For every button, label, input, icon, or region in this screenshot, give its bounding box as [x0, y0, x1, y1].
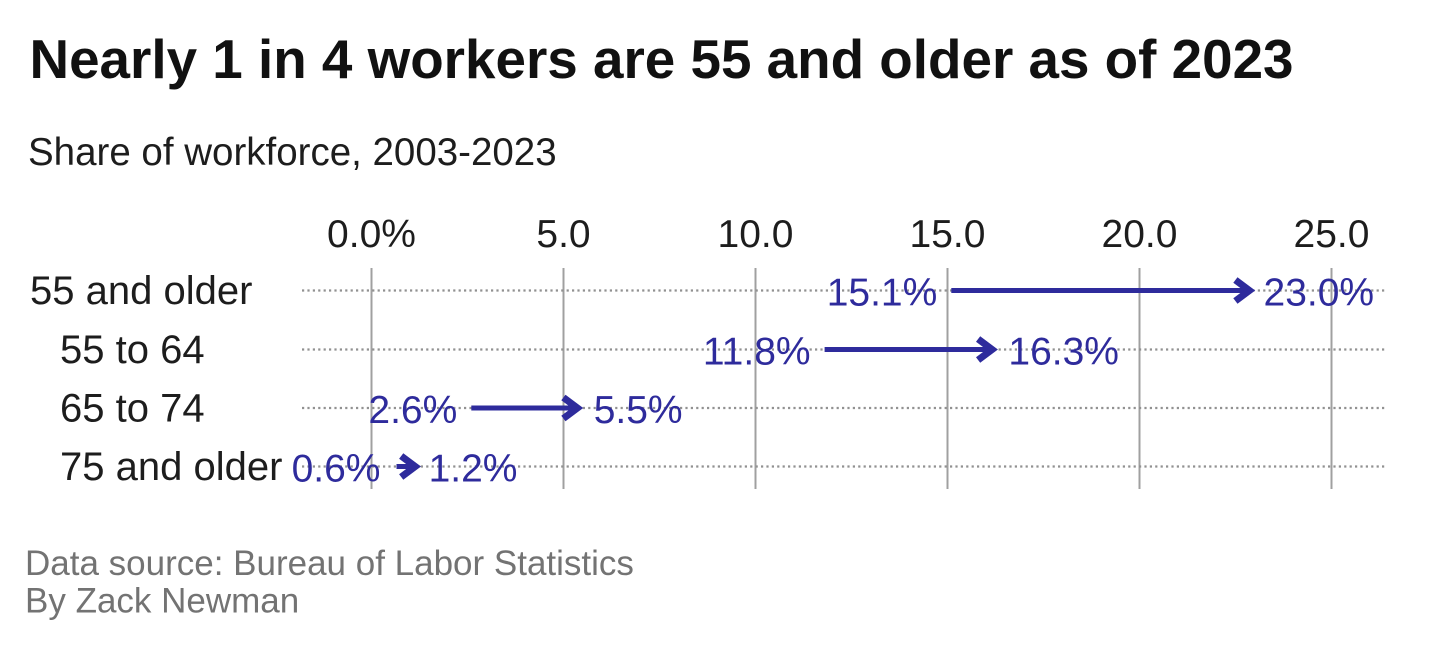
svg-text:0.0%: 0.0% — [327, 213, 416, 256]
svg-text:11.8%: 11.8% — [703, 331, 811, 374]
svg-text:2.6%: 2.6% — [368, 389, 457, 432]
svg-text:5.5%: 5.5% — [594, 389, 683, 432]
svg-text:15.1%: 15.1% — [827, 272, 938, 315]
svg-text:65 to 74: 65 to 74 — [60, 387, 205, 431]
svg-text:16.3%: 16.3% — [1008, 331, 1119, 374]
svg-text:15.0: 15.0 — [910, 213, 986, 256]
svg-text:25.0: 25.0 — [1294, 213, 1370, 256]
svg-text:75 and older: 75 and older — [60, 445, 282, 489]
svg-text:Data source: Bureau of Labor S: Data source: Bureau of Labor Statistics — [25, 544, 634, 583]
svg-text:55 to 64: 55 to 64 — [60, 328, 205, 372]
svg-text:Nearly 1 in 4 workers are 55 a: Nearly 1 in 4 workers are 55 and older a… — [30, 28, 1294, 90]
svg-text:10.0: 10.0 — [718, 213, 794, 256]
svg-text:55 and older: 55 and older — [30, 269, 252, 313]
svg-text:By Zack Newman: By Zack Newman — [25, 582, 299, 621]
svg-text:0.6%: 0.6% — [292, 448, 381, 491]
svg-text:5.0: 5.0 — [536, 213, 590, 256]
svg-text:23.0%: 23.0% — [1264, 272, 1375, 315]
svg-text:Share of workforce, 2003-2023: Share of workforce, 2003-2023 — [28, 131, 557, 174]
svg-text:1.2%: 1.2% — [429, 448, 518, 491]
svg-text:20.0: 20.0 — [1102, 213, 1178, 256]
